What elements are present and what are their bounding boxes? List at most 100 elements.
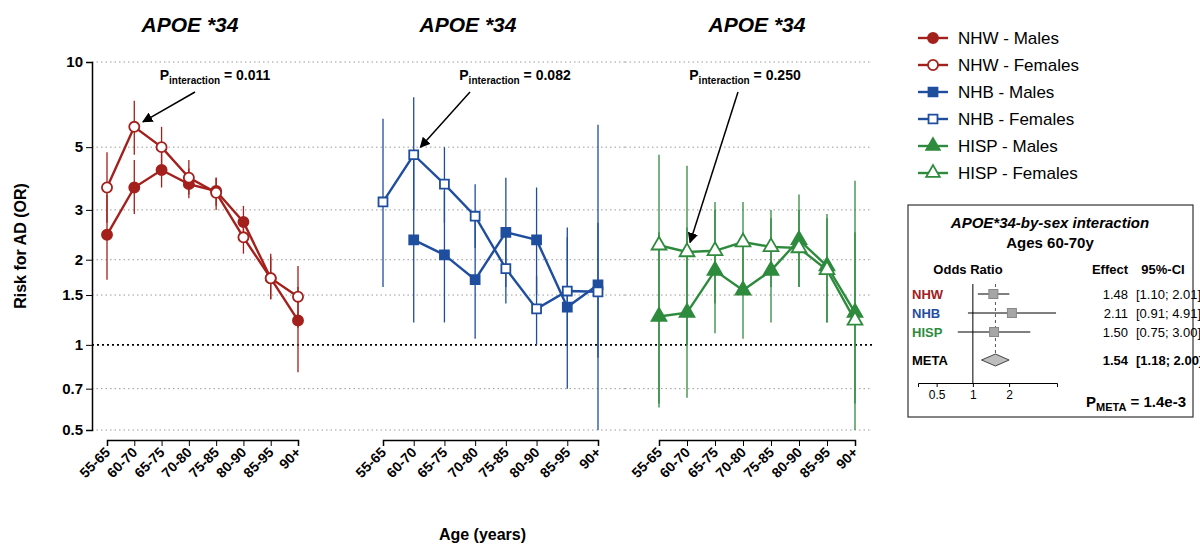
x-tick-mark xyxy=(475,440,476,446)
meta-diamond xyxy=(982,354,1010,366)
x-tick-mark xyxy=(216,440,217,446)
grid-line xyxy=(625,147,872,148)
forest-x-axis-line xyxy=(919,384,1058,388)
series-line xyxy=(414,232,598,307)
data-point xyxy=(266,273,276,283)
forest-plot-area xyxy=(958,284,1056,366)
x-tick-mark xyxy=(1009,383,1010,387)
legend-item: HISP - Females xyxy=(918,164,1078,183)
column-header: 95%-CI xyxy=(1141,262,1184,277)
ci-label: [0.91; 4.91] xyxy=(1136,306,1200,321)
effect-label: 1.48 xyxy=(1103,287,1128,302)
grid-line xyxy=(340,388,625,389)
data-point xyxy=(708,242,723,255)
x-tick: 75-85 xyxy=(740,440,777,481)
y-tick-label: 10 xyxy=(66,53,83,70)
annotation: Pinteraction = 0.011 xyxy=(160,67,271,86)
y-tick: 5 xyxy=(75,138,92,155)
y-tick-mark xyxy=(86,147,92,148)
x-tick-mark xyxy=(659,440,660,446)
x-tick-mark xyxy=(243,440,244,446)
x-tick-label: 60-70 xyxy=(383,444,420,481)
plot-area xyxy=(379,97,603,430)
error-bar xyxy=(658,155,659,408)
panel: 0.50.711.52351055-6560-7065-7570-8075-85… xyxy=(12,13,340,481)
y-tick-mark xyxy=(86,345,92,346)
x-tick-label: 70-80 xyxy=(712,444,749,481)
x-tick: 90+ xyxy=(276,440,304,472)
x-tick-label: 80-90 xyxy=(506,444,543,481)
y-tick: 0.5 xyxy=(62,421,92,438)
x-tick-label: 85-95 xyxy=(240,444,277,481)
error-bar xyxy=(567,227,568,388)
effect-label: 1.54 xyxy=(1103,353,1129,368)
y-tick: 2 xyxy=(75,251,92,268)
series xyxy=(652,155,863,430)
effect-box xyxy=(990,328,999,337)
x-tick: 65-75 xyxy=(414,440,451,481)
data-point xyxy=(184,173,194,183)
p-meta: PMETA = 1.4e-3 xyxy=(1086,393,1186,413)
x-tick: 1 xyxy=(970,383,977,402)
y-tick-mark xyxy=(86,295,92,296)
y-tick-label: 0.5 xyxy=(62,421,83,438)
panel-title: APOE *34 xyxy=(419,13,517,36)
y-tick-mark xyxy=(86,62,92,63)
x-tick-label: 0.5 xyxy=(929,388,946,402)
y-tick: 0.7 xyxy=(62,380,92,397)
legend-marker xyxy=(928,60,938,70)
data-point xyxy=(238,232,248,242)
series-line xyxy=(107,170,298,320)
x-tick: 55-65 xyxy=(628,440,665,481)
x-tick: 60-70 xyxy=(383,440,420,481)
annotation: Pinteraction = 0.082 xyxy=(459,67,571,86)
inset-title: APOE*34-by-sex interaction xyxy=(950,214,1149,231)
x-tick-mark xyxy=(855,440,856,446)
x-tick-mark xyxy=(414,440,415,446)
legend-item: NHW - Females xyxy=(918,56,1079,75)
forest-plot: APOE*34-by-sex interactionAges 60-70yOdd… xyxy=(908,205,1200,417)
x-tick-mark xyxy=(162,440,163,446)
legend-item: NHB - Males xyxy=(918,83,1054,102)
x-tick-mark xyxy=(107,440,108,446)
x-tick-mark xyxy=(598,440,599,446)
x-tick-label: 75-85 xyxy=(475,444,512,481)
y-axis-title: Risk for AD (OR) xyxy=(12,183,29,309)
x-tick-label: 85-95 xyxy=(537,444,574,481)
data-point xyxy=(157,142,167,152)
grid-line xyxy=(92,344,340,346)
x-tick-mark xyxy=(271,440,272,446)
x-tick: 0.5 xyxy=(929,383,946,402)
x-tick-label: 60-70 xyxy=(104,444,141,481)
x-tick-label: 55-65 xyxy=(628,444,665,481)
y-tick-label: 5 xyxy=(75,138,83,155)
grid-line xyxy=(92,388,340,389)
y-axis: 0.50.711.523510 xyxy=(62,53,92,438)
x-tick: 70-80 xyxy=(445,440,482,481)
panel-title: APOE *34 xyxy=(708,13,806,36)
grid-line xyxy=(92,259,340,260)
annotation-text: P xyxy=(459,67,468,83)
effect-box xyxy=(1007,309,1016,318)
error-bar xyxy=(597,125,598,430)
grid-line xyxy=(340,62,625,63)
data-point xyxy=(266,273,276,283)
panel: 55-6560-7065-7570-8075-8580-9085-9590+AP… xyxy=(340,13,625,543)
x-tick-label: 65-75 xyxy=(131,444,168,481)
x-tick: 85-95 xyxy=(240,440,277,481)
grid xyxy=(92,62,340,430)
grid-line xyxy=(625,344,872,346)
panel-title: APOE *34 xyxy=(141,13,239,36)
x-axis-line xyxy=(108,441,299,447)
data-point xyxy=(409,150,418,159)
x-tick-mark xyxy=(771,440,772,446)
series-line xyxy=(659,242,855,320)
y-axis-line xyxy=(86,63,93,431)
x-axis-line xyxy=(660,441,856,447)
x-tick-mark xyxy=(973,383,974,387)
x-tick: 80-90 xyxy=(768,440,805,481)
row-label: NHW xyxy=(912,287,944,302)
x-tick-label: 55-65 xyxy=(76,444,113,481)
annotation-value: = 0.250 xyxy=(750,67,801,83)
ci-label: [1.18; 2.00] xyxy=(1136,353,1200,368)
